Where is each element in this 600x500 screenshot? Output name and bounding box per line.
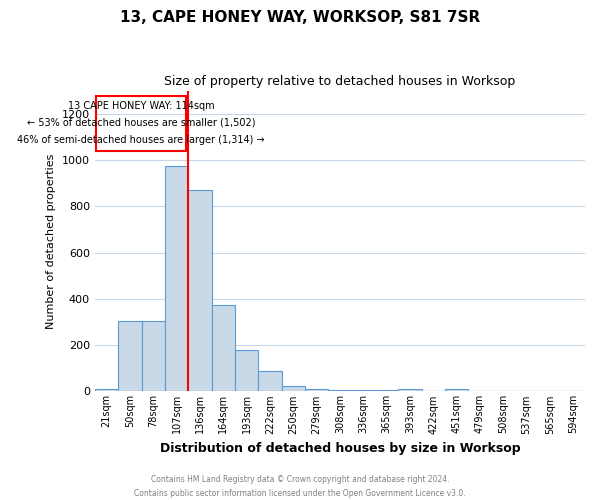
X-axis label: Distribution of detached houses by size in Worksop: Distribution of detached houses by size … (160, 442, 520, 455)
Bar (258, 371, 281, 392)
Bar (235, 350, 258, 392)
Bar (118, 321, 142, 392)
Text: 46% of semi-detached houses are larger (1,314) →: 46% of semi-detached houses are larger (… (17, 134, 265, 144)
Bar (375, 390, 398, 392)
Bar (352, 390, 375, 392)
Bar (398, 389, 422, 392)
Bar (305, 389, 328, 392)
Bar (96, 96, 187, 151)
Title: Size of property relative to detached houses in Worksop: Size of property relative to detached ho… (164, 75, 515, 88)
Text: Contains HM Land Registry data © Crown copyright and database right 2024.
Contai: Contains HM Land Registry data © Crown c… (134, 476, 466, 498)
Bar (142, 321, 165, 392)
Bar (188, 190, 212, 392)
Bar (212, 304, 235, 392)
Bar (445, 389, 468, 392)
Bar (165, 166, 188, 392)
Text: 13, CAPE HONEY WAY, WORKSOP, S81 7SR: 13, CAPE HONEY WAY, WORKSOP, S81 7SR (120, 10, 480, 25)
Text: 13 CAPE HONEY WAY: 114sqm: 13 CAPE HONEY WAY: 114sqm (68, 101, 215, 111)
Bar (328, 390, 352, 392)
Y-axis label: Number of detached properties: Number of detached properties (46, 154, 56, 328)
Text: ← 53% of detached houses are smaller (1,502): ← 53% of detached houses are smaller (1,… (27, 118, 256, 128)
Bar (95, 389, 118, 392)
Bar (281, 386, 305, 392)
